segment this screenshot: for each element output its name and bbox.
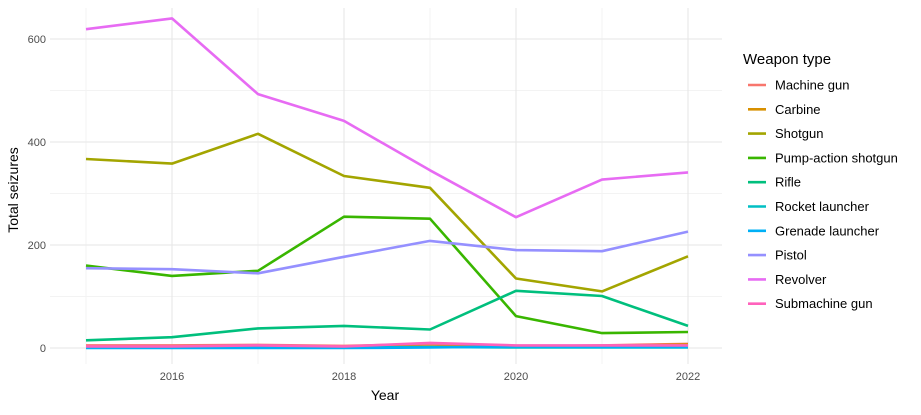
legend-label: Grenade launcher [775, 223, 880, 238]
legend-label: Rifle [775, 175, 801, 190]
legend-items: Machine gun Carbine Shotgun Pump-action sho… [748, 78, 898, 311]
legend-item: Grenade launcher [748, 223, 880, 238]
legend-label: Rocket launcher [775, 199, 870, 214]
x-tick-label: 2022 [676, 371, 700, 383]
y-tick-label: 400 [28, 137, 46, 149]
x-tick-label: 2016 [160, 371, 184, 383]
legend-item: Pump-action shotgun [748, 150, 898, 165]
legend-title: Weapon type [743, 51, 831, 68]
series-line-submachine-gun [86, 341, 688, 348]
legend-item: Carbine [748, 102, 821, 117]
legend-item: Machine gun [748, 78, 849, 93]
legend-label: Pistol [775, 248, 807, 263]
series-line-revolver [85, 17, 689, 219]
y-tick-label: 200 [28, 240, 46, 252]
series-line-rifle [85, 289, 689, 342]
legend-label: Shotgun [775, 126, 823, 141]
legend-item: Rifle [748, 175, 801, 190]
x-tick-label: 2020 [504, 371, 528, 383]
legend-label: Submachine gun [775, 296, 873, 311]
x-tick-label: 2018 [332, 371, 356, 383]
legend-label: Pump-action shotgun [775, 150, 898, 165]
legend-item: Pistol [748, 248, 807, 263]
legend-label: Carbine [775, 102, 821, 117]
legend-item: Shotgun [748, 126, 823, 141]
y-axis-title: Total seizures [5, 147, 21, 233]
grid [50, 8, 722, 364]
legend-item: Rocket launcher [748, 199, 870, 214]
series-line-shotgun [85, 132, 689, 293]
series-line-pistol [85, 230, 689, 275]
series-line-grenade-launcher [86, 345, 688, 350]
legend-item: Revolver [748, 272, 827, 287]
x-axis-ticks: 2016 2018 2020 2022 [160, 371, 700, 383]
y-tick-label: 0 [40, 343, 46, 355]
x-axis-title: Year [371, 387, 400, 403]
legend-item: Submachine gun [748, 296, 873, 311]
series-lines [85, 17, 689, 350]
legend-label: Machine gun [775, 78, 849, 93]
y-axis-ticks: 0 200 400 600 [28, 34, 46, 355]
y-tick-label: 600 [28, 34, 46, 46]
legend-label: Revolver [775, 272, 827, 287]
series-line-pump-action-shotgun [85, 215, 689, 335]
legend: Weapon type Machine gun Carbine Shotgun Pum… [743, 51, 898, 311]
